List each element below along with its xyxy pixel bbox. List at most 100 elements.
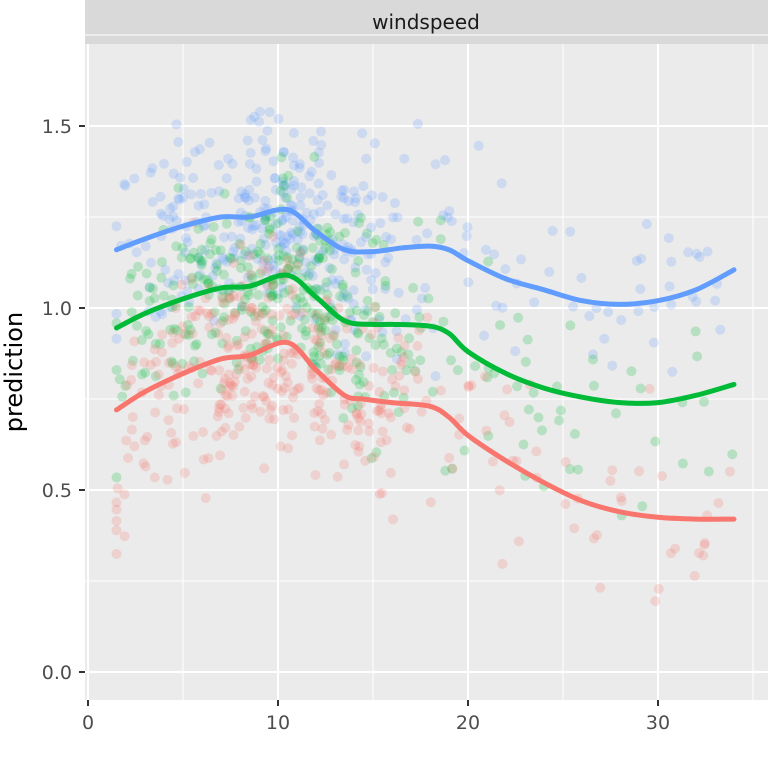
data-point: [353, 255, 364, 266]
data-point: [336, 185, 347, 196]
data-point: [360, 232, 371, 243]
data-point: [727, 449, 738, 460]
data-point: [221, 332, 232, 343]
data-point: [381, 232, 392, 243]
data-point: [186, 274, 197, 285]
data-point: [314, 250, 325, 261]
data-point: [119, 531, 130, 542]
data-point: [537, 425, 548, 436]
data-point: [206, 329, 217, 340]
data-point: [317, 253, 328, 264]
data-point: [176, 279, 187, 290]
data-point: [197, 427, 208, 438]
data-point: [217, 338, 228, 349]
data-point: [263, 377, 274, 388]
data-point: [213, 407, 224, 418]
data-point: [463, 380, 474, 391]
data-point: [230, 308, 241, 319]
data-point: [413, 216, 424, 227]
data-point: [235, 233, 246, 244]
data-point: [396, 359, 407, 370]
data-point: [370, 301, 381, 312]
data-point: [255, 268, 266, 279]
data-point: [339, 288, 350, 299]
data-point: [163, 277, 174, 288]
data-point: [255, 238, 266, 249]
data-point: [223, 314, 234, 325]
data-point: [175, 172, 186, 183]
data-point: [320, 243, 331, 254]
data-point: [244, 184, 255, 195]
data-point: [313, 321, 324, 332]
data-point: [176, 252, 187, 263]
data-point: [157, 347, 168, 358]
data-point: [236, 301, 247, 312]
data-point: [254, 248, 265, 259]
data-point: [310, 255, 321, 266]
data-point: [206, 187, 217, 198]
data-point: [155, 208, 166, 219]
data-point: [316, 140, 327, 151]
data-point: [226, 231, 237, 242]
data-point: [289, 160, 300, 171]
data-point: [259, 463, 270, 474]
data-point: [220, 422, 231, 433]
data-point: [222, 390, 233, 401]
data-point: [322, 200, 333, 211]
data-point: [236, 186, 247, 197]
data-point: [257, 301, 268, 312]
data-point: [481, 425, 492, 436]
data-point: [272, 383, 283, 394]
data-point: [393, 332, 404, 343]
data-point: [229, 252, 240, 263]
data-point: [291, 242, 302, 253]
data-point: [383, 408, 394, 419]
data-point: [178, 328, 189, 339]
data-point: [279, 287, 290, 298]
smooth-line: [114, 272, 737, 406]
data-point: [216, 399, 227, 410]
data-point: [389, 198, 400, 209]
data-point: [334, 275, 345, 286]
data-point: [410, 366, 421, 377]
data-point: [197, 256, 208, 267]
data-point: [410, 366, 421, 377]
data-point: [447, 463, 458, 474]
data-point: [126, 360, 137, 371]
data-point: [273, 113, 284, 124]
data-point: [196, 258, 207, 269]
data-point: [297, 307, 308, 318]
data-point: [252, 307, 263, 318]
data-point: [198, 454, 209, 465]
data-point: [715, 324, 726, 335]
data-point: [287, 229, 298, 240]
data-point: [198, 274, 209, 285]
data-point: [599, 333, 610, 344]
x-tick-label: 20: [456, 712, 480, 734]
data-point: [214, 365, 225, 376]
data-point: [206, 234, 217, 245]
data-point: [691, 248, 702, 259]
data-point: [285, 348, 296, 359]
data-point: [510, 346, 521, 357]
data-point: [339, 184, 350, 195]
data-point: [275, 186, 286, 197]
data-point: [369, 302, 380, 313]
data-point: [294, 252, 305, 263]
data-point: [121, 435, 132, 446]
data-point: [139, 357, 150, 368]
data-point: [162, 474, 173, 485]
data-point: [283, 443, 294, 454]
data-point: [245, 306, 256, 317]
data-point: [287, 430, 298, 441]
data-point: [281, 212, 292, 223]
data-point: [354, 441, 365, 452]
data-point: [423, 293, 434, 304]
data-point: [251, 176, 262, 187]
data-point: [337, 361, 348, 372]
data-point: [126, 374, 137, 385]
data-point: [242, 286, 253, 297]
data-point: [120, 380, 131, 391]
data-point: [141, 268, 152, 279]
data-point: [282, 303, 293, 314]
